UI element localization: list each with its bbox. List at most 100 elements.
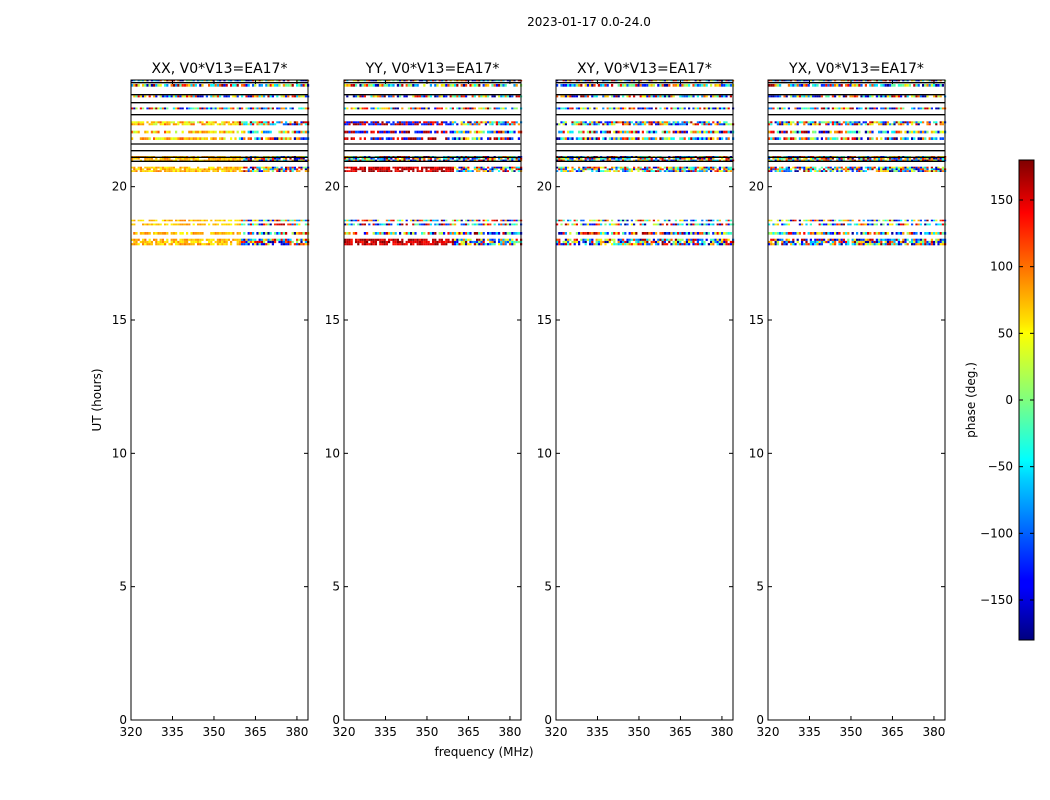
phase-cell [432, 80, 435, 82]
phase-cell [153, 107, 156, 110]
phase-cell [511, 107, 514, 110]
phase-cell [274, 240, 277, 244]
phase-cell [781, 223, 784, 226]
phase-cell [586, 223, 589, 226]
phase-cell [304, 121, 307, 124]
phase-cell [681, 243, 684, 246]
phase-cell [192, 223, 195, 226]
phase-cell [606, 157, 609, 160]
phase-cell [381, 130, 384, 134]
phase-cell [608, 168, 611, 171]
phase-cell [249, 80, 252, 82]
phase-cell [425, 130, 428, 134]
phase-cell [302, 166, 305, 169]
phase-cell [352, 159, 355, 162]
phase-cell [355, 107, 358, 110]
phase-cell [388, 166, 391, 169]
phase-cell [183, 238, 186, 241]
phase-cell [372, 166, 375, 169]
phase-cell [214, 219, 217, 222]
phase-cell [434, 170, 437, 172]
phase-cell [648, 159, 651, 162]
phase-cell [473, 121, 476, 124]
phase-cell [177, 80, 180, 82]
phase-cell [181, 123, 184, 126]
phase-cell [867, 240, 870, 244]
phase-cell [564, 168, 567, 171]
phase-cell [236, 80, 239, 82]
phase-cell [473, 80, 476, 82]
phase-cell [882, 223, 885, 226]
phase-cell [296, 121, 299, 124]
phase-cell [159, 107, 162, 110]
phase-cell [661, 95, 664, 98]
phase-cell [807, 137, 810, 140]
phase-cell [517, 219, 520, 222]
phase-cell [674, 168, 677, 171]
phase-cell [646, 168, 649, 171]
phase-cell [580, 238, 583, 241]
phase-cell [595, 238, 598, 241]
phase-cell [168, 243, 171, 246]
phase-cell [606, 170, 609, 172]
phase-cell [683, 95, 686, 98]
phase-cell [469, 107, 472, 110]
phase-cell [701, 157, 704, 160]
phase-cell [146, 170, 149, 172]
phase-cell [300, 168, 303, 171]
phase-cell [785, 232, 788, 235]
phase-cell [615, 95, 618, 98]
phase-cell [878, 240, 881, 244]
phase-cell [300, 166, 303, 169]
phase-cell [906, 137, 909, 140]
phase-cell [677, 157, 680, 160]
phase-cell [234, 159, 237, 162]
phase-cell [639, 240, 642, 244]
phase-cell [302, 232, 305, 235]
phase-cell [190, 123, 193, 126]
phase-cell [241, 243, 244, 246]
phase-cell [166, 95, 169, 98]
phase-cell [646, 137, 649, 140]
phase-cell [591, 168, 594, 171]
phase-cell [575, 107, 578, 110]
phase-cell [471, 240, 474, 244]
phase-cell [922, 159, 925, 162]
phase-cell [864, 159, 867, 162]
phase-cell [142, 170, 145, 172]
phase-cell [346, 123, 349, 126]
phase-cell [919, 168, 922, 171]
phase-cell [578, 137, 581, 140]
phase-cell [234, 121, 237, 124]
phase-cell [258, 238, 261, 241]
phase-cell [493, 240, 496, 244]
phase-cell [685, 223, 688, 226]
phase-cell [148, 95, 151, 98]
phase-cell [291, 223, 294, 226]
phase-cell [139, 166, 142, 169]
phase-cell [847, 168, 850, 171]
phase-cell [796, 157, 799, 160]
phase-cell [705, 137, 708, 140]
phase-cell [705, 219, 708, 222]
phase-cell [385, 170, 388, 172]
phase-cell [663, 84, 666, 87]
phase-cell [504, 107, 507, 110]
phase-cell [798, 159, 801, 162]
phase-cell [285, 95, 288, 98]
phase-cell [727, 219, 730, 222]
phase-cell [820, 159, 823, 162]
phase-cell [300, 159, 303, 162]
phase-cell [210, 240, 213, 244]
phase-cell [635, 219, 638, 222]
phase-cell [681, 130, 684, 134]
phase-cell [794, 159, 797, 162]
phase-cell [473, 123, 476, 126]
phase-cell [718, 240, 721, 244]
phase-cell [511, 223, 514, 226]
phase-cell [454, 159, 457, 162]
phase-cell [447, 123, 450, 126]
phase-cell [502, 243, 505, 246]
phase-cell [172, 166, 175, 169]
phase-cell [443, 80, 446, 82]
